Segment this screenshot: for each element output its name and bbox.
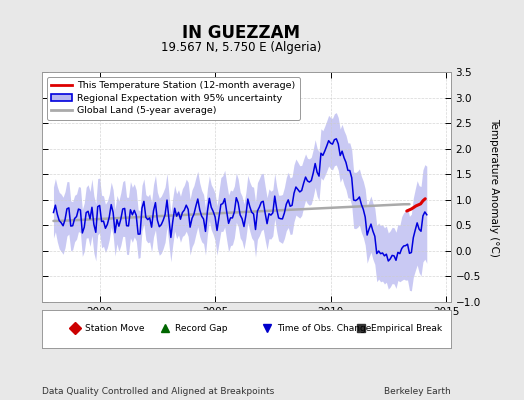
Text: Berkeley Earth: Berkeley Earth <box>384 387 451 396</box>
Legend: This Temperature Station (12-month average), Regional Expectation with 95% uncer: This Temperature Station (12-month avera… <box>47 77 300 120</box>
Text: IN GUEZZAM: IN GUEZZAM <box>182 24 300 42</box>
Text: 19.567 N, 5.750 E (Algeria): 19.567 N, 5.750 E (Algeria) <box>161 41 321 54</box>
Text: Station Move: Station Move <box>85 324 144 333</box>
Y-axis label: Temperature Anomaly (°C): Temperature Anomaly (°C) <box>489 118 499 256</box>
Text: Record Gap: Record Gap <box>175 324 227 333</box>
Text: Time of Obs. Change: Time of Obs. Change <box>277 324 372 333</box>
Text: Data Quality Controlled and Aligned at Breakpoints: Data Quality Controlled and Aligned at B… <box>42 387 274 396</box>
Text: Empirical Break: Empirical Break <box>371 324 442 333</box>
